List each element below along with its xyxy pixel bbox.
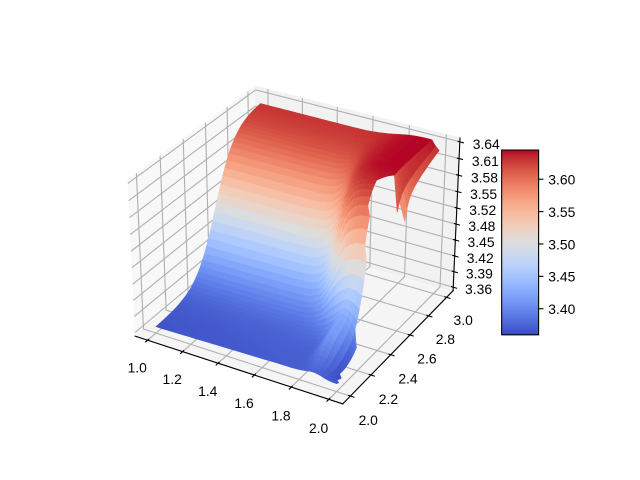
svg-text:3.0: 3.0	[454, 312, 474, 328]
svg-text:3.52: 3.52	[469, 202, 496, 218]
svg-text:3.45: 3.45	[548, 269, 575, 285]
svg-text:3.64: 3.64	[473, 136, 500, 152]
svg-text:1.8: 1.8	[271, 407, 291, 423]
svg-text:1.4: 1.4	[198, 383, 218, 399]
svg-text:2.0: 2.0	[309, 420, 329, 436]
svg-text:2.6: 2.6	[417, 350, 437, 366]
svg-text:3.42: 3.42	[467, 250, 494, 266]
svg-text:1.0: 1.0	[128, 360, 148, 376]
svg-text:3.48: 3.48	[468, 218, 495, 234]
svg-text:3.39: 3.39	[466, 266, 493, 282]
svg-text:2.2: 2.2	[379, 391, 399, 407]
svg-text:3.55: 3.55	[470, 186, 497, 202]
svg-text:3.58: 3.58	[471, 169, 498, 185]
svg-text:3.61: 3.61	[472, 153, 499, 169]
svg-text:3.36: 3.36	[465, 281, 492, 297]
svg-text:2.4: 2.4	[398, 370, 418, 386]
svg-text:1.6: 1.6	[234, 395, 254, 411]
svg-text:3.60: 3.60	[548, 171, 575, 187]
svg-text:1.2: 1.2	[163, 371, 183, 387]
svg-text:3.45: 3.45	[468, 234, 495, 250]
svg-text:2.0: 2.0	[359, 412, 379, 428]
svg-text:3.40: 3.40	[548, 301, 575, 317]
svg-text:3.55: 3.55	[548, 204, 575, 220]
svg-text:3.50: 3.50	[548, 236, 575, 252]
svg-text:2.8: 2.8	[436, 331, 456, 347]
